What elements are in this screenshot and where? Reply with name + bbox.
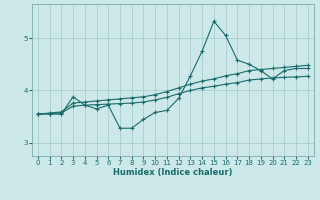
X-axis label: Humidex (Indice chaleur): Humidex (Indice chaleur) xyxy=(113,168,233,177)
